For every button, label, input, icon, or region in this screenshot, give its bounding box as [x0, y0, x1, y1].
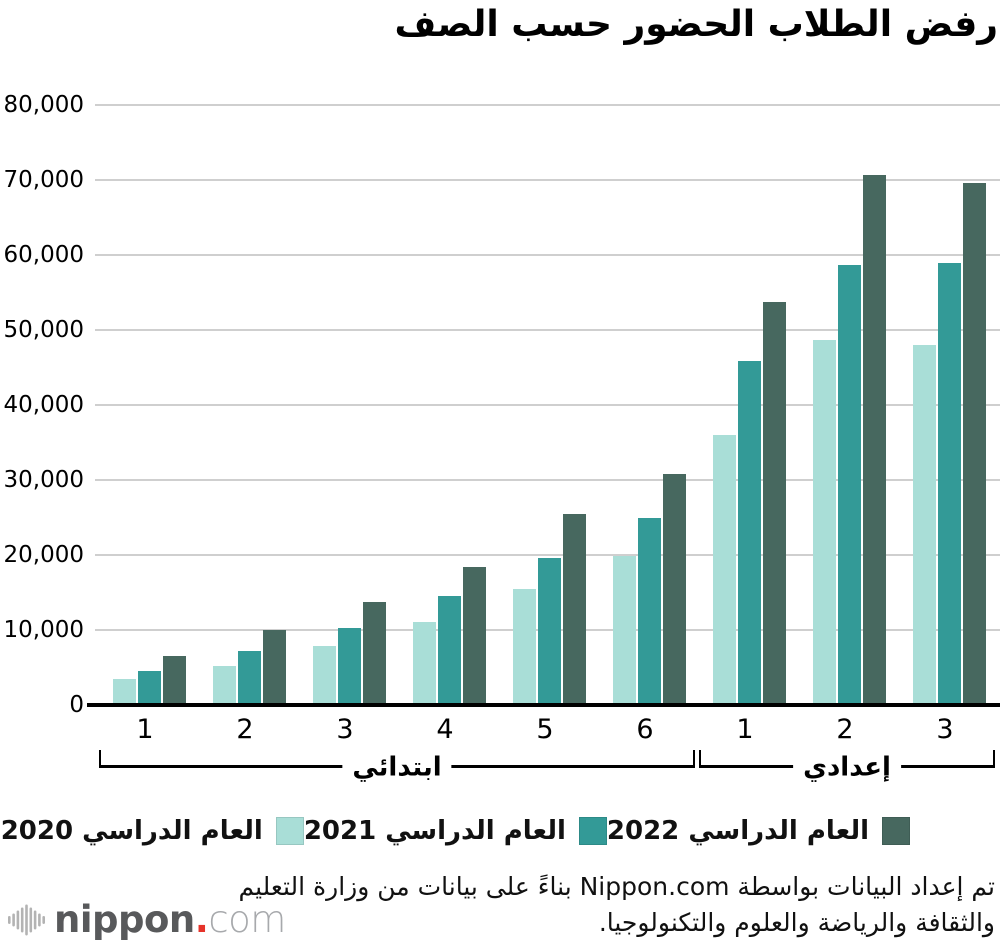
bar-3-2022 [363, 602, 386, 705]
gridline [95, 554, 1000, 556]
legend-item: العام الدراسي 2022 [607, 816, 910, 846]
bar-6-2021 [638, 518, 661, 705]
bar-4-2021 [438, 596, 461, 705]
x-axis-tick-label: 5 [536, 714, 554, 745]
bar-1-2020 [113, 679, 136, 705]
y-axis-labels: 0 10,000 20,000 30,000 40,000 50,000 60,000 70,… [0, 92, 84, 725]
x-axis-tick-label: 1 [136, 714, 154, 745]
gridline [95, 254, 1000, 256]
bar-3-2020 [313, 646, 336, 705]
gridline [95, 179, 1000, 181]
bar-8-2021 [838, 265, 861, 705]
source-note-line1: تم إعداد البيانات بواسطة Nippon.com بناء… [238, 872, 995, 901]
bar-6-2020 [613, 556, 636, 705]
bar-7-2020 [713, 435, 736, 705]
x-axis-tick-label: 3 [936, 714, 954, 745]
bar-2-2022 [263, 630, 286, 705]
x-axis-baseline [87, 703, 1000, 707]
gridline [95, 404, 1000, 406]
legend-label: العام الدراسي 2022 [606, 816, 869, 846]
y-axis-tick-label: 50,000 [3, 317, 84, 343]
bar-8-2022 [863, 175, 886, 705]
bar-7-2022 [763, 302, 786, 705]
legend-label: العام الدراسي 2021 [303, 816, 566, 846]
x-axis-tick-label: 3 [336, 714, 354, 745]
bar-2-2020 [213, 666, 236, 705]
source-note-line2: والثقافة والرياضة والعلوم والتكنولوجيا. [598, 908, 995, 937]
bar-1-2022 [163, 656, 186, 705]
nippon-logo-text: nippon.com [54, 897, 286, 943]
y-axis-tick-label: 40,000 [3, 392, 84, 418]
nippon-logo: nippon.com [8, 897, 286, 943]
plot-area [87, 104, 1000, 707]
y-axis-tick-label: 60,000 [3, 242, 84, 268]
legend-swatch [578, 817, 607, 845]
section-bracket: ابتدائي [99, 750, 695, 783]
logo-text-com: com [208, 898, 286, 941]
gridline [95, 329, 1000, 331]
y-axis-tick-label: 0 [69, 692, 84, 718]
legend-swatch [275, 817, 304, 845]
gridline [95, 479, 1000, 481]
source-note: تم إعداد البيانات بواسطة Nippon.com بناء… [238, 869, 995, 941]
bar-7-2021 [738, 361, 761, 705]
x-axis-labels: 1 2 3 4 5 6 1 2 3 [95, 714, 1000, 750]
legend-item: العام الدراسي 2021 [304, 816, 607, 846]
x-axis-tick-label: 2 [836, 714, 854, 745]
gridline [95, 104, 1000, 106]
bar-1-2021 [138, 671, 161, 705]
legend-swatch [882, 817, 910, 845]
bar-9-2020 [913, 345, 936, 705]
x-axis-tick-label: 6 [636, 714, 654, 745]
bar-5-2020 [513, 589, 536, 705]
audio-waveform-icon [8, 904, 45, 936]
logo-text-nippon: nippon [54, 898, 195, 941]
section-bracket: إعدادي [699, 750, 995, 783]
y-axis-tick-label: 70,000 [3, 167, 84, 193]
chart-title: رفض الطلاب الحضور حسب الصف [394, 4, 998, 45]
y-axis-tick-label: 30,000 [3, 467, 84, 493]
x-axis-tick-label: 2 [236, 714, 254, 745]
y-axis-tick-label: 20,000 [3, 542, 84, 568]
bar-6-2022 [663, 474, 686, 705]
bar-3-2021 [338, 628, 361, 705]
bar-5-2022 [563, 514, 586, 705]
legend-item: العام الدراسي 2020 [1, 816, 304, 846]
legend-label: العام الدراسي 2020 [0, 816, 263, 846]
section-bracket-label: ابتدائي [342, 752, 452, 783]
bar-8-2020 [813, 340, 836, 705]
logo-dot: . [194, 898, 209, 941]
bar-5-2021 [538, 558, 561, 705]
x-axis-tick-label: 1 [736, 714, 754, 745]
section-bracket-label: إعدادي [793, 752, 901, 783]
y-axis-tick-label: 10,000 [3, 617, 84, 643]
bar-2-2021 [238, 651, 261, 705]
x-axis-tick-label: 4 [436, 714, 454, 745]
bar-9-2021 [938, 263, 961, 705]
bar-4-2022 [463, 567, 486, 705]
bar-4-2020 [413, 622, 436, 705]
bar-9-2022 [963, 183, 986, 705]
legend: العام الدراسي 2022 العام الدراسي 2021 العا… [1, 816, 910, 846]
y-axis-tick-label: 80,000 [3, 92, 84, 118]
